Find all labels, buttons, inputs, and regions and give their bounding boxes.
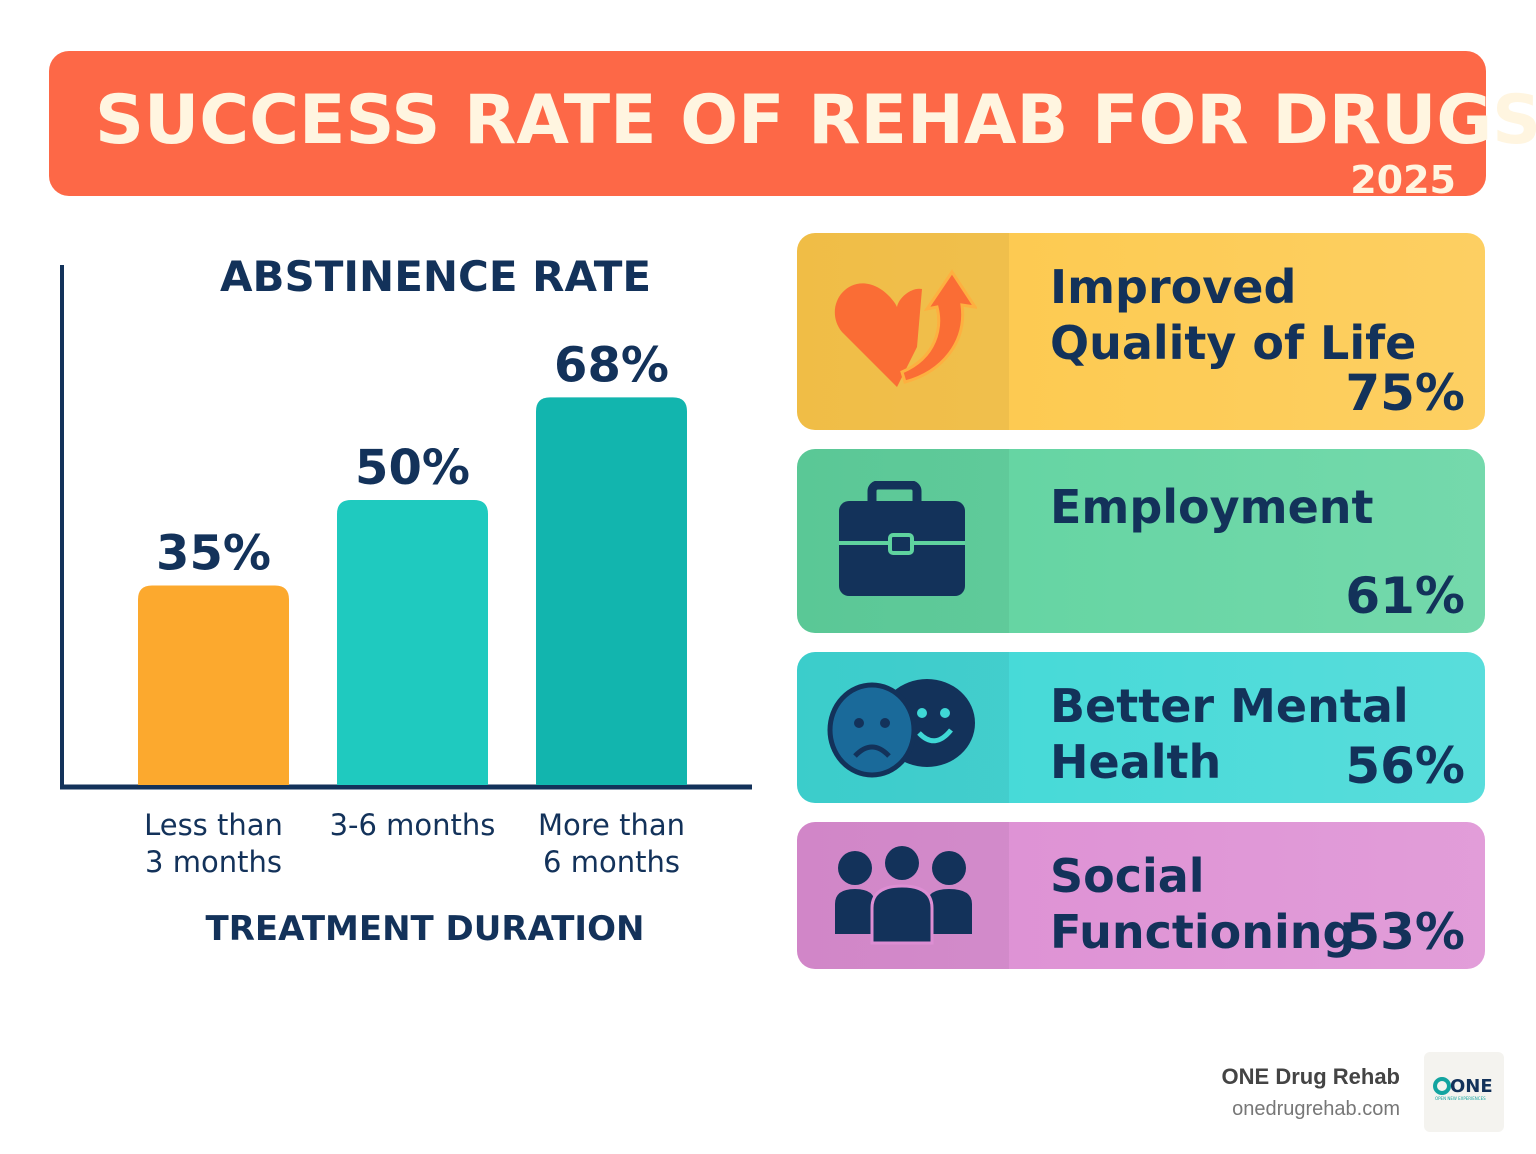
outcome-label: Better Mental Health [1050,679,1409,789]
title-banner: SUCCESS RATE OF REHAB FOR DRUGS 2025 [49,51,1536,202]
bar-value-label: 35% [156,526,271,582]
brand-name: ONE Drug Rehab [1221,1064,1400,1089]
x-tick-label: 3-6 months [330,808,496,842]
outcome-card: Social Functioning 53% [797,822,1485,969]
outcome-value: 61% [1345,567,1465,625]
x-tick-label: Less than 3 months [144,808,283,879]
chart-title: ABSTINENCE RATE [220,252,652,301]
brand-url[interactable]: onedrugrehab.com [1232,1098,1400,1120]
bar [138,585,289,785]
people-icon [797,822,1009,969]
abstinence-bar-chart: 35% Less than 3 months 50% 3-6 months 68% More… [60,265,752,949]
outcome-card: Employment 61% [797,449,1485,633]
outcome-label: Improved Quality of Life [1050,260,1417,370]
outcome-value: 53% [1345,903,1465,961]
x-axis-title: TREATMENT DURATION [206,909,645,949]
bar-value-label: 68% [554,337,669,393]
x-tick-label: More than 6 months [538,808,685,879]
brand-logo: ONE OPEN NEW EXPERIENCES [1424,1052,1504,1132]
footer: ONE Drug Rehab onedrugrehab.com [1222,1064,1400,1121]
svg-text:ONE: ONE [1450,1076,1493,1097]
year-label: 2025 [1350,158,1456,202]
bar-value-label: 50% [355,440,470,496]
bar [337,500,488,785]
outcome-value: 56% [1345,737,1465,795]
outcome-label: Employment [1050,480,1374,534]
masks-icon [797,652,1009,803]
heart-arrow-icon [797,233,1009,430]
page-title: SUCCESS RATE OF REHAB FOR DRUGS [95,81,1536,160]
svg-text:OPEN NEW EXPERIENCES: OPEN NEW EXPERIENCES [1435,1096,1486,1101]
outcome-value: 75% [1345,364,1465,422]
outcome-card: Improved Quality of Life 75% [797,233,1485,430]
bar [536,397,687,785]
briefcase-icon [797,449,1009,633]
outcome-card: Better Mental Health 56% [797,652,1485,803]
outcome-label: Social Functioning [1050,849,1356,959]
